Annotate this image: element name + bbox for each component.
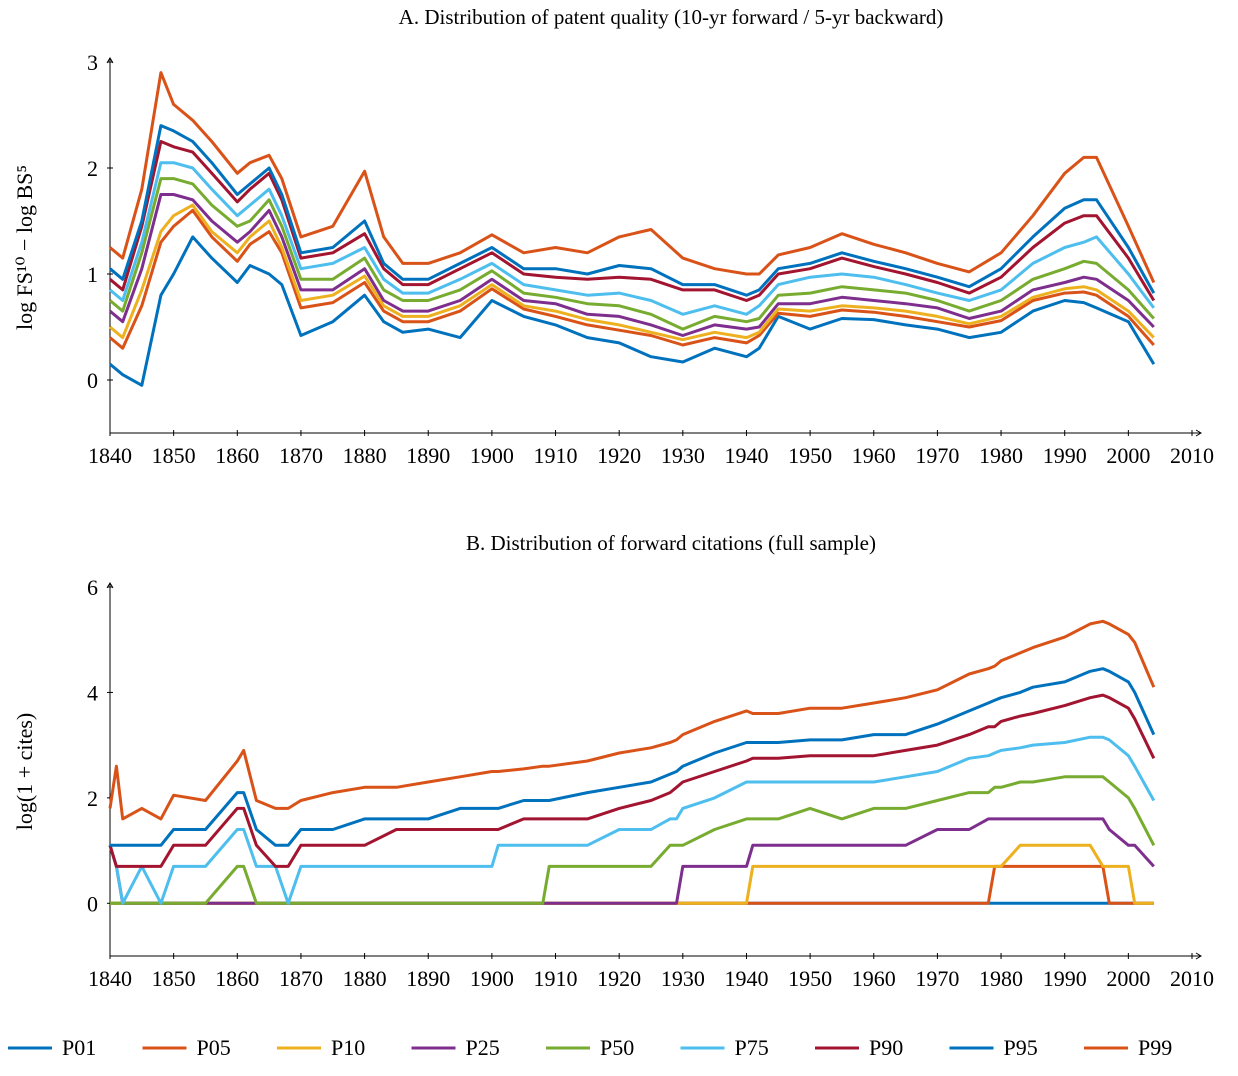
legend-label: P25 (466, 1035, 500, 1060)
x-tick-label: 1890 (406, 966, 450, 991)
legend-label: P75 (735, 1035, 769, 1060)
series-line (108, 693, 1156, 868)
x-tick-label: 2000 (1106, 966, 1150, 991)
x-tick-label: 1880 (343, 966, 387, 991)
x-tick-label: 1870 (279, 443, 323, 468)
x-tick-label: 1900 (470, 966, 514, 991)
series-line (109, 208, 1155, 350)
y-tick-label: 1 (87, 262, 98, 287)
y-tick-label: 0 (87, 368, 98, 393)
y-tick-label: 0 (87, 891, 98, 916)
chart-title: A. Distribution of patent quality (10-yr… (399, 5, 944, 29)
y-tick-label: 2 (87, 156, 98, 181)
y-tick-label: 6 (87, 575, 98, 600)
x-tick-label: 1930 (661, 966, 705, 991)
series-line (109, 177, 1155, 331)
legend-label: P01 (62, 1035, 96, 1060)
x-tick-label: 1940 (724, 443, 768, 468)
x-tick-label: 1960 (852, 443, 896, 468)
x-tick-label: 1900 (470, 443, 514, 468)
x-tick-label: 1940 (724, 966, 768, 991)
y-axis-arrow (106, 582, 114, 589)
y-axis-label: log(1 + cites) (12, 713, 37, 831)
series-line (108, 817, 1155, 905)
series-line (109, 161, 1156, 316)
series-line (109, 235, 1156, 387)
x-axis-arrow (1195, 952, 1202, 960)
y-tick-label: 3 (87, 50, 98, 75)
x-tick-label: 1980 (979, 966, 1023, 991)
y-tick-label: 4 (87, 680, 98, 705)
x-tick-label: 1920 (597, 443, 641, 468)
series-line (110, 667, 1156, 847)
x-tick-label: 1970 (915, 966, 959, 991)
legend-label: P05 (197, 1035, 231, 1060)
x-tick-label: 1910 (534, 443, 578, 468)
x-tick-label: 1850 (152, 443, 196, 468)
x-tick-label: 1990 (1043, 443, 1087, 468)
x-tick-label: 1850 (152, 966, 196, 991)
x-tick-label: 2000 (1106, 443, 1150, 468)
x-tick-label: 1840 (88, 966, 132, 991)
legend-label: P99 (1138, 1035, 1172, 1060)
series-line (110, 843, 1154, 905)
series-line (109, 71, 1156, 284)
series-line (110, 864, 1154, 905)
series-line (110, 775, 1156, 905)
series-line (109, 203, 1155, 342)
x-tick-label: 1930 (661, 443, 705, 468)
legend-label: P10 (331, 1035, 365, 1060)
x-tick-label: 1870 (279, 966, 323, 991)
series-line (109, 140, 1156, 302)
y-axis-arrow (106, 57, 114, 64)
series-line (108, 735, 1156, 905)
series-line (109, 124, 1156, 297)
legend-label: P95 (1004, 1035, 1038, 1060)
x-tick-label: 1860 (215, 966, 259, 991)
x-tick-label: 1880 (343, 443, 387, 468)
y-axis-label: log FS¹⁰ − log BS⁵ (12, 165, 37, 330)
series-line (109, 193, 1155, 337)
x-tick-label: 1950 (788, 443, 832, 468)
x-tick-label: 1990 (1043, 966, 1087, 991)
x-tick-label: 1910 (534, 966, 578, 991)
x-tick-label: 1980 (979, 443, 1023, 468)
x-tick-label: 2010 (1170, 443, 1214, 468)
y-tick-label: 2 (87, 786, 98, 811)
x-tick-label: 1840 (88, 443, 132, 468)
chart-title: B. Distribution of forward citations (fu… (466, 531, 876, 555)
x-tick-label: 1950 (788, 966, 832, 991)
x-tick-label: 1890 (406, 443, 450, 468)
legend-label: P50 (600, 1035, 634, 1060)
x-tick-label: 1970 (915, 443, 959, 468)
x-tick-label: 1860 (215, 443, 259, 468)
x-tick-label: 1920 (597, 966, 641, 991)
legend-label: P90 (869, 1035, 903, 1060)
x-tick-label: 2010 (1170, 966, 1214, 991)
x-tick-label: 1960 (852, 966, 896, 991)
x-axis-arrow (1195, 429, 1202, 437)
series-line (108, 619, 1156, 821)
